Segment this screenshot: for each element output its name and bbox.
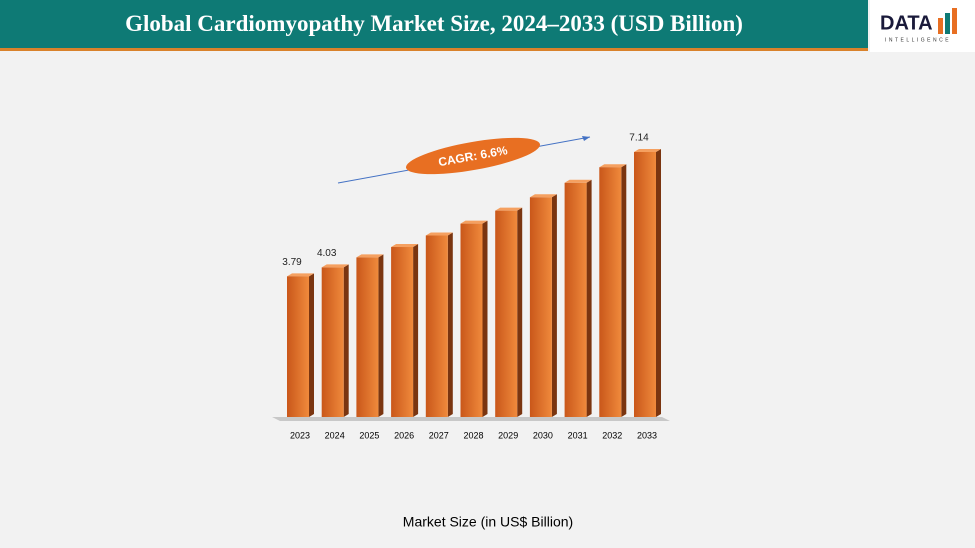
bar-top (287, 273, 314, 277)
logo-text: DATA (880, 12, 933, 34)
bar-top (529, 194, 557, 198)
floor (272, 417, 670, 421)
bar (356, 257, 379, 417)
bar-top (564, 179, 592, 183)
bar-top (634, 149, 661, 152)
x-tick-label: 2028 (463, 430, 483, 440)
bar-top (425, 232, 453, 236)
bar-side (413, 244, 419, 417)
value-label: 4.03 (317, 248, 337, 259)
bar-side (551, 194, 557, 417)
x-tick-label: 2032 (602, 430, 622, 440)
x-tick-label: 2030 (533, 430, 553, 440)
bar (321, 267, 344, 417)
arrow-head (582, 136, 590, 141)
bar-top (321, 264, 349, 268)
bar (425, 235, 448, 417)
logo: DATA INTELLIGENCE (870, 0, 975, 52)
value-label: 7.14 (629, 133, 649, 144)
bar (495, 210, 518, 417)
bar-side (309, 273, 314, 417)
bar-top (495, 207, 523, 211)
bar-side (517, 207, 523, 417)
bar (460, 223, 483, 417)
bar-side (656, 149, 661, 417)
bar-top (460, 220, 488, 224)
x-tick-label: 2023 (290, 430, 310, 440)
bar (599, 167, 622, 417)
x-tick-label: 2025 (359, 430, 379, 440)
x-axis-title: Market Size (in US$ Billion) (403, 514, 573, 530)
bar (287, 276, 309, 417)
x-tick-label: 2027 (429, 430, 449, 440)
bar-side (621, 164, 627, 417)
bar-top (391, 244, 419, 248)
logo-art: DATA INTELLIGENCE (880, 8, 957, 43)
logo-bar (945, 13, 950, 34)
x-tick-label: 2033 (637, 430, 657, 440)
logo-subtext: INTELLIGENCE (885, 37, 951, 43)
bar (391, 247, 414, 417)
cagr-bubble (405, 137, 541, 175)
bar-top (599, 164, 627, 168)
x-tick-label: 2024 (325, 430, 345, 440)
value-label: 3.79 (282, 257, 302, 268)
x-tick-label: 2026 (394, 430, 414, 440)
page-title: Global Cardiomyopathy Market Size, 2024–… (125, 11, 743, 36)
bar-side (378, 254, 384, 417)
header-band (0, 0, 868, 51)
bar (634, 152, 656, 417)
logo-bar (952, 8, 957, 34)
bar-top (356, 254, 384, 258)
bar-side (343, 264, 349, 417)
bar (529, 197, 552, 417)
x-tick-label: 2029 (498, 430, 518, 440)
bar-side (447, 232, 453, 417)
x-tick-label: 2031 (568, 430, 588, 440)
bar (564, 182, 587, 417)
logo-bar (938, 18, 943, 34)
bar-side (482, 220, 488, 417)
bar-side (586, 179, 592, 417)
